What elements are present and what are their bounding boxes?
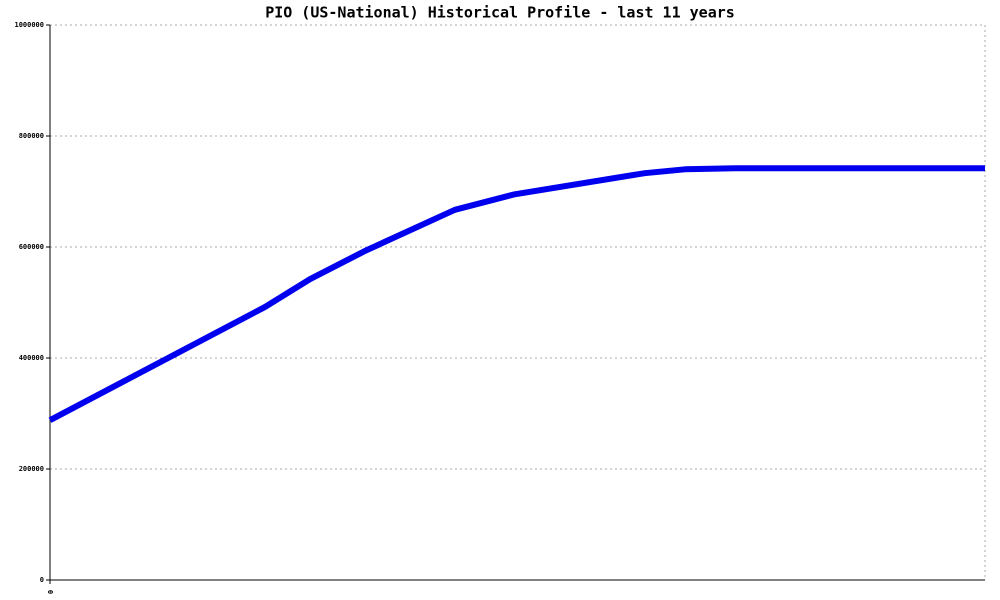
y-tick-label: 200000 xyxy=(19,465,44,473)
y-tick-label: 600000 xyxy=(19,243,44,251)
y-tick-label: 800000 xyxy=(19,132,44,140)
chart-title: PIO (US-National) Historical Profile - l… xyxy=(265,4,735,22)
y-tick-label: 0 xyxy=(40,576,44,584)
y-tick-label: 1000000 xyxy=(14,21,44,29)
y-tick-label: 400000 xyxy=(19,354,44,362)
data-line xyxy=(48,165,985,423)
x-tick-label: 0 xyxy=(46,590,54,594)
